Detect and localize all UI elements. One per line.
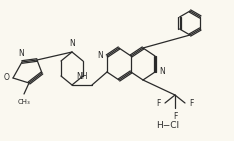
Text: F: F bbox=[173, 112, 177, 121]
Text: F: F bbox=[157, 99, 161, 107]
Text: F: F bbox=[189, 99, 193, 107]
Text: O: O bbox=[3, 73, 9, 82]
Text: N: N bbox=[69, 39, 75, 48]
Text: CH₃: CH₃ bbox=[18, 99, 30, 105]
Text: N: N bbox=[97, 51, 103, 60]
Text: NH: NH bbox=[76, 72, 88, 81]
Text: H−Cl: H−Cl bbox=[157, 122, 179, 131]
Text: N: N bbox=[159, 68, 165, 77]
Text: N: N bbox=[18, 49, 24, 58]
